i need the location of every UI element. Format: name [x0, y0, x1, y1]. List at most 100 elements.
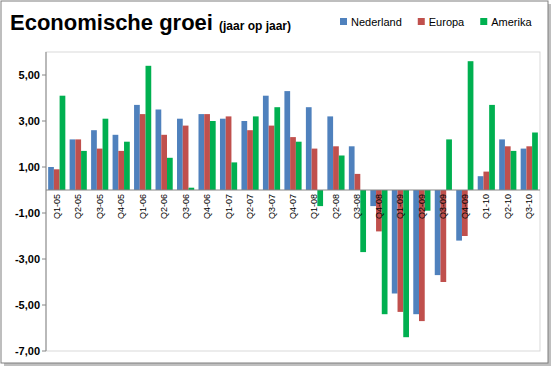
bar: [54, 169, 60, 190]
title: Economische groei: [10, 10, 213, 35]
x-tick-label: Q2-06: [159, 194, 169, 219]
bar: [327, 116, 333, 190]
x-tick-label: Q3-06: [181, 194, 191, 219]
bar: [113, 135, 119, 190]
y-tick: [42, 213, 46, 214]
bar: [103, 119, 109, 190]
x-tick-label: Q1-07: [224, 194, 234, 219]
bar: [70, 139, 76, 190]
bar: [124, 142, 130, 190]
chart-border: [1, 1, 548, 363]
bar: [146, 66, 152, 190]
bar: [274, 107, 280, 190]
y-tick: [42, 75, 46, 76]
y-axis: [46, 52, 47, 351]
bar: [253, 116, 259, 190]
y-tick-label: -7,00: [15, 345, 40, 357]
x-tick-label: Q1-06: [138, 194, 148, 219]
bar: [156, 110, 162, 191]
bar: [339, 156, 345, 191]
y-tick: [42, 121, 46, 122]
y-tick-label: -1,00: [15, 207, 40, 219]
legend-label: Amerika: [491, 16, 532, 28]
chart: Economische groei (jaar op jaar) Nederland…: [0, 0, 553, 368]
bar: [505, 146, 511, 190]
x-tick-label: Q2-10: [503, 194, 513, 219]
bar: [183, 126, 189, 190]
bar: [167, 158, 173, 190]
bar: [134, 105, 140, 190]
legend: Nederland Europa Amerika: [340, 16, 532, 28]
bar: [499, 139, 505, 190]
bar: [532, 133, 538, 191]
bar: [60, 96, 66, 190]
y-tick-label: -5,00: [15, 299, 40, 311]
bar: [446, 139, 452, 190]
bar: [489, 105, 495, 190]
x-tick-label: Q3-09: [438, 194, 448, 219]
subtitle: (jaar op jaar): [219, 19, 291, 33]
x-axis: [46, 190, 540, 191]
x-tick-label: Q3-07: [267, 194, 277, 219]
x-tick-label: Q3-10: [524, 194, 534, 219]
bar: [296, 142, 302, 190]
bar: [312, 149, 318, 190]
x-tick-label: Q3-05: [95, 194, 105, 219]
x-tick-label: Q2-07: [245, 194, 255, 219]
x-tick-label: Q4-08: [374, 194, 384, 219]
bar: [81, 151, 87, 190]
y-tick-label: 5,00: [19, 69, 40, 81]
bar: [306, 107, 312, 190]
bar: [511, 151, 517, 190]
bar: [333, 146, 339, 190]
x-tick-label: Q1-10: [481, 194, 491, 219]
bars: [48, 61, 538, 337]
bar: [478, 176, 484, 190]
x-tick-label: Q1-09: [395, 194, 405, 219]
bar: [220, 119, 226, 190]
y-tick-label: -3,00: [15, 253, 40, 265]
bar: [161, 135, 167, 190]
bar: [247, 130, 253, 190]
bar: [97, 149, 103, 190]
bar: [269, 126, 275, 190]
bar: [241, 121, 247, 190]
legend-label: Nederland: [351, 16, 402, 28]
bar: [483, 172, 489, 190]
bar: [226, 116, 232, 190]
bar: [526, 146, 532, 190]
bar: [118, 151, 124, 190]
bar: [48, 167, 54, 190]
bar: [140, 114, 146, 190]
x-tick-label: Q1-08: [309, 194, 319, 219]
bar: [210, 121, 216, 190]
x-tick-label: Q2-05: [73, 194, 83, 219]
bar: [198, 114, 204, 190]
y-tick-label: 3,00: [19, 115, 40, 127]
bar: [263, 96, 269, 190]
bar: [75, 139, 81, 190]
x-tick-label: Q2-09: [417, 194, 427, 219]
legend-swatch: [340, 18, 347, 25]
x-tick-label: Q4-07: [288, 194, 298, 219]
x-tick-label: Q3-08: [352, 194, 362, 219]
x-tick-label: Q4-09: [460, 194, 470, 219]
y-tick: [42, 167, 46, 168]
legend-label: Europa: [429, 16, 465, 28]
legend-swatch: [418, 18, 425, 25]
bar: [521, 149, 527, 190]
y-tick: [42, 351, 46, 352]
legend-swatch: [480, 18, 487, 25]
y-tick-label: 1,00: [19, 161, 40, 173]
bar: [290, 137, 296, 190]
x-tick-label: Q2-08: [331, 194, 341, 219]
bar: [349, 146, 355, 190]
x-tick-label: Q1-05: [52, 194, 62, 219]
y-tick: [42, 259, 46, 260]
bar: [355, 174, 361, 190]
bar: [91, 130, 97, 190]
bar: [177, 119, 183, 190]
x-tick-label: Q4-05: [116, 194, 126, 219]
bar: [204, 114, 210, 190]
x-tick-label: Q4-06: [202, 194, 212, 219]
